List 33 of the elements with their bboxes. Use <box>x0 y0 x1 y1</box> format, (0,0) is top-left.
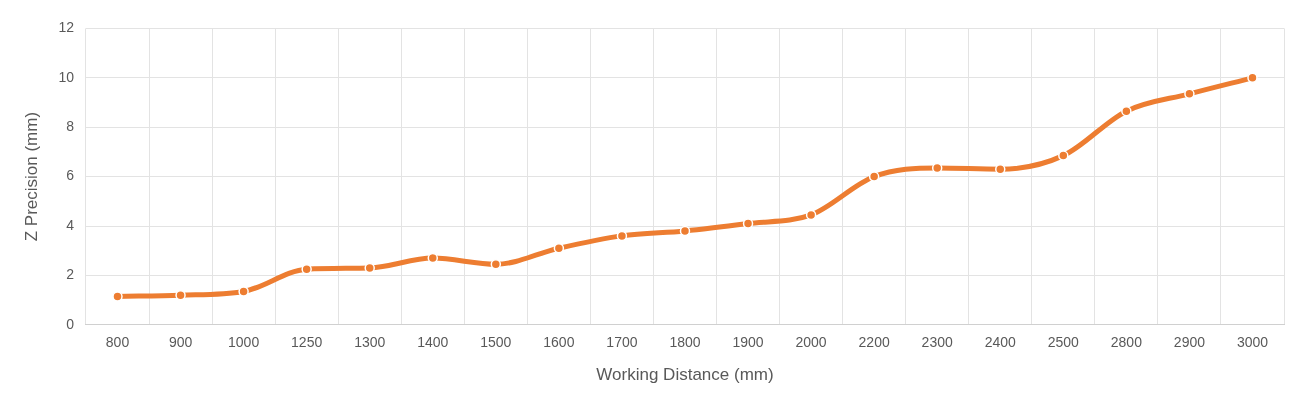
y-tick-label: 8 <box>66 118 75 135</box>
x-tick-label: 2200 <box>858 334 890 351</box>
x-tick-label: 1700 <box>606 334 638 351</box>
x-tick-label: 2800 <box>1110 334 1143 351</box>
x-tick-label: 1500 <box>480 334 512 351</box>
y-tick-label: 10 <box>58 68 75 85</box>
x-tick-label: 900 <box>168 334 193 351</box>
x-tick-label: 1900 <box>732 334 764 351</box>
x-tick-label: 2400 <box>984 334 1017 351</box>
x-tick-label: 2000 <box>795 334 827 351</box>
point <box>238 286 249 297</box>
y-axis-title: Z Precision (mm) <box>21 111 41 242</box>
x-tick-label: 3000 <box>1236 334 1269 351</box>
point <box>1058 150 1069 161</box>
x-tick-label: 1400 <box>417 334 449 351</box>
x-tick-label: 800 <box>105 334 130 351</box>
y-tick-label: 12 <box>58 19 75 36</box>
point <box>868 171 880 182</box>
y-tick-label: 4 <box>66 216 75 233</box>
x-tick-label: 2900 <box>1173 334 1206 351</box>
x-tick-label: 2300 <box>921 334 953 351</box>
point <box>742 218 754 229</box>
x-axis-title: Working Distance (mm) <box>596 365 774 385</box>
x-tick-label: 1800 <box>669 334 701 351</box>
y-tick-label: 6 <box>66 167 75 184</box>
y-tick-label: 2 <box>66 266 75 283</box>
x-tick-label: 1600 <box>543 334 575 351</box>
x-tick-label: 2500 <box>1047 334 1080 351</box>
y-tick-label: 0 <box>66 315 75 332</box>
x-tick-label: 1000 <box>228 334 260 351</box>
x-tick-label: 1250 <box>291 334 323 351</box>
point <box>112 291 123 302</box>
x-tick-label: 1300 <box>354 334 386 351</box>
